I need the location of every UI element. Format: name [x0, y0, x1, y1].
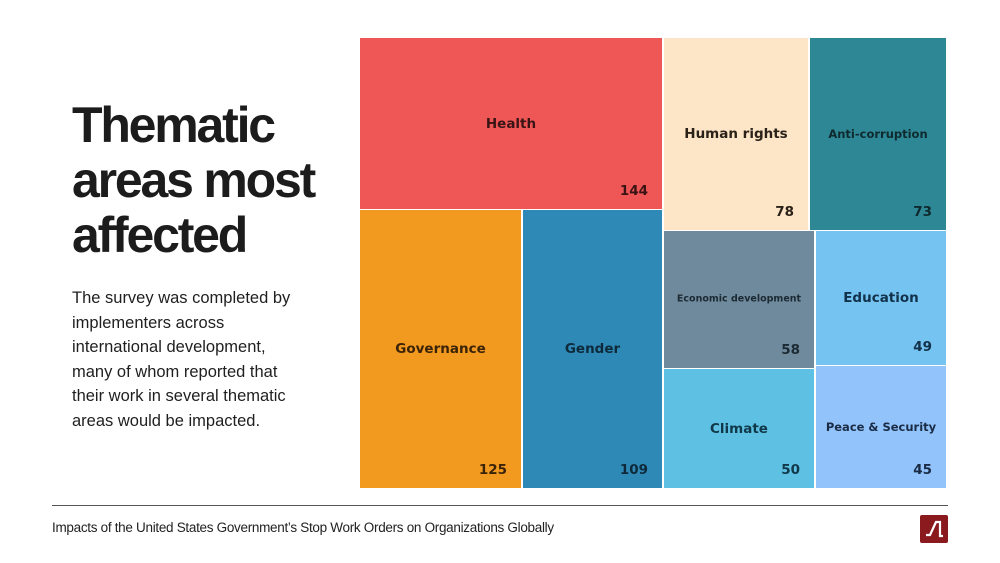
tile-value: 78 — [775, 204, 794, 220]
tile-label: Peace & Security — [825, 420, 937, 434]
treemap-chart: Health 144 Governance 125 Gender 109 Human rig… — [360, 38, 946, 488]
tile-value: 45 — [913, 462, 932, 478]
treemap-tile-climate: Climate 50 — [664, 369, 814, 488]
treemap-tile-peace-security: Peace & Security 45 — [816, 366, 946, 488]
tile-value: 58 — [781, 342, 800, 358]
footer-divider — [52, 505, 948, 506]
tile-label: Climate — [710, 421, 768, 437]
tile-value: 50 — [781, 462, 800, 478]
treemap-tile-governance: Governance 125 — [360, 210, 521, 488]
page-title: Thematic areas most affected — [72, 97, 316, 263]
tile-label: Governance — [395, 341, 486, 357]
footer-text: Impacts of the United States Government’… — [52, 520, 554, 535]
logo-icon — [920, 515, 948, 543]
tile-label: Gender — [564, 341, 621, 357]
tile-value: 144 — [619, 183, 648, 199]
treemap-tile-education: Education 49 — [816, 231, 946, 365]
tile-value: 109 — [619, 462, 648, 478]
description-text: The survey was completed by implementers… — [72, 289, 291, 430]
treemap-tile-health: Health 144 — [360, 38, 662, 209]
tile-value: 73 — [913, 204, 932, 220]
treemap-tile-human-rights: Human rights 78 — [664, 38, 808, 230]
treemap-tile-anti-corruption: Anti-corruption 73 — [810, 38, 946, 230]
tile-label: Human rights — [684, 126, 788, 142]
treemap-tile-economic-development: Economic development 58 — [664, 231, 814, 368]
treemap-tile-gender: Gender 109 — [523, 210, 662, 488]
tile-label: Health — [485, 116, 537, 132]
tile-value: 125 — [478, 462, 507, 478]
tile-label: Education — [843, 290, 919, 306]
tile-label: Anti-corruption — [828, 127, 928, 141]
tile-label: Economic development — [676, 293, 802, 305]
tile-value: 49 — [913, 339, 932, 355]
